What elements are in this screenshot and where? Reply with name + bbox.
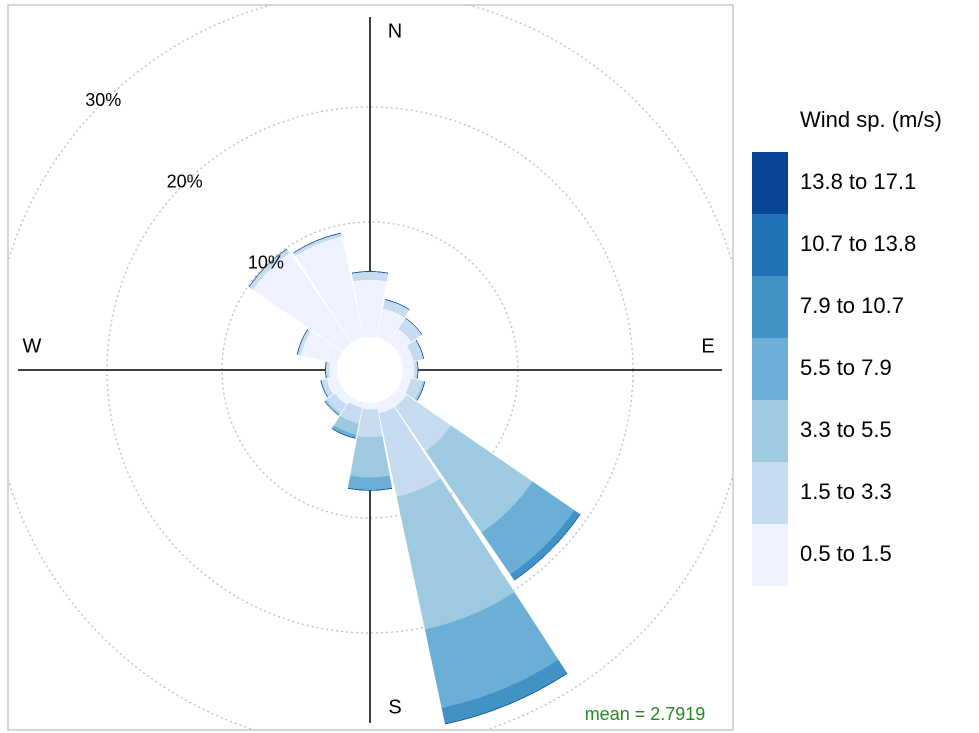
- legend-swatch: [752, 400, 788, 462]
- legend-title: Wind sp. (m/s): [800, 107, 942, 132]
- wind-segment: [416, 381, 426, 401]
- wind-segment: [351, 271, 389, 282]
- r-tick-label: 20%: [167, 171, 203, 191]
- panel-border: [7, 4, 734, 731]
- legend-swatch: [752, 152, 788, 214]
- wind-segment: [320, 380, 329, 398]
- r-tick-label: 10%: [248, 253, 284, 273]
- wind-segment: [415, 339, 424, 359]
- wind-segment: [248, 248, 287, 287]
- wind-segment: [325, 361, 327, 379]
- wind-segment: [347, 475, 393, 491]
- legend-swatch: [752, 338, 788, 400]
- legend: 0.5 to 1.5 1.5 to 3.3 3.3 to 5.5 5.5 to 7.9…: [752, 152, 916, 586]
- legend-label: 7.9 to 10.7: [800, 293, 904, 318]
- wind-segment: [325, 361, 330, 379]
- mean-annotation: mean = 2.7919: [585, 704, 706, 724]
- wind-segment: [296, 329, 308, 355]
- wind-segment: [351, 271, 389, 274]
- legend-label: 1.5 to 3.3: [800, 479, 892, 504]
- direction-label: S: [388, 696, 401, 718]
- legend-label: 13.8 to 17.1: [800, 169, 916, 194]
- legend-swatch: [752, 524, 788, 586]
- r-tick-label: 30%: [85, 90, 121, 110]
- wind-segment: [402, 361, 415, 379]
- direction-label: W: [23, 335, 42, 357]
- legend-swatch: [752, 276, 788, 338]
- wind-segment: [362, 402, 378, 411]
- wind-segment: [384, 299, 410, 310]
- legend-label: 3.3 to 5.5: [800, 417, 892, 442]
- wind-segment: [348, 488, 392, 491]
- legend-swatch: [752, 214, 788, 276]
- plot-area: 10% 20% 30% N E S W: [8, 5, 733, 730]
- legend-label: 0.5 to 1.5: [800, 541, 892, 566]
- legend-swatch: [752, 462, 788, 524]
- wind-segment: [357, 408, 383, 438]
- legend-label: 5.5 to 7.9: [800, 355, 892, 380]
- direction-label: E: [701, 335, 714, 357]
- wind-segment: [328, 362, 338, 378]
- wind-segment: [416, 361, 419, 379]
- calm-circle: [337, 337, 403, 403]
- wind-segment: [350, 436, 390, 478]
- direction-label: N: [388, 20, 402, 42]
- legend-label: 10.7 to 13.8: [800, 231, 916, 256]
